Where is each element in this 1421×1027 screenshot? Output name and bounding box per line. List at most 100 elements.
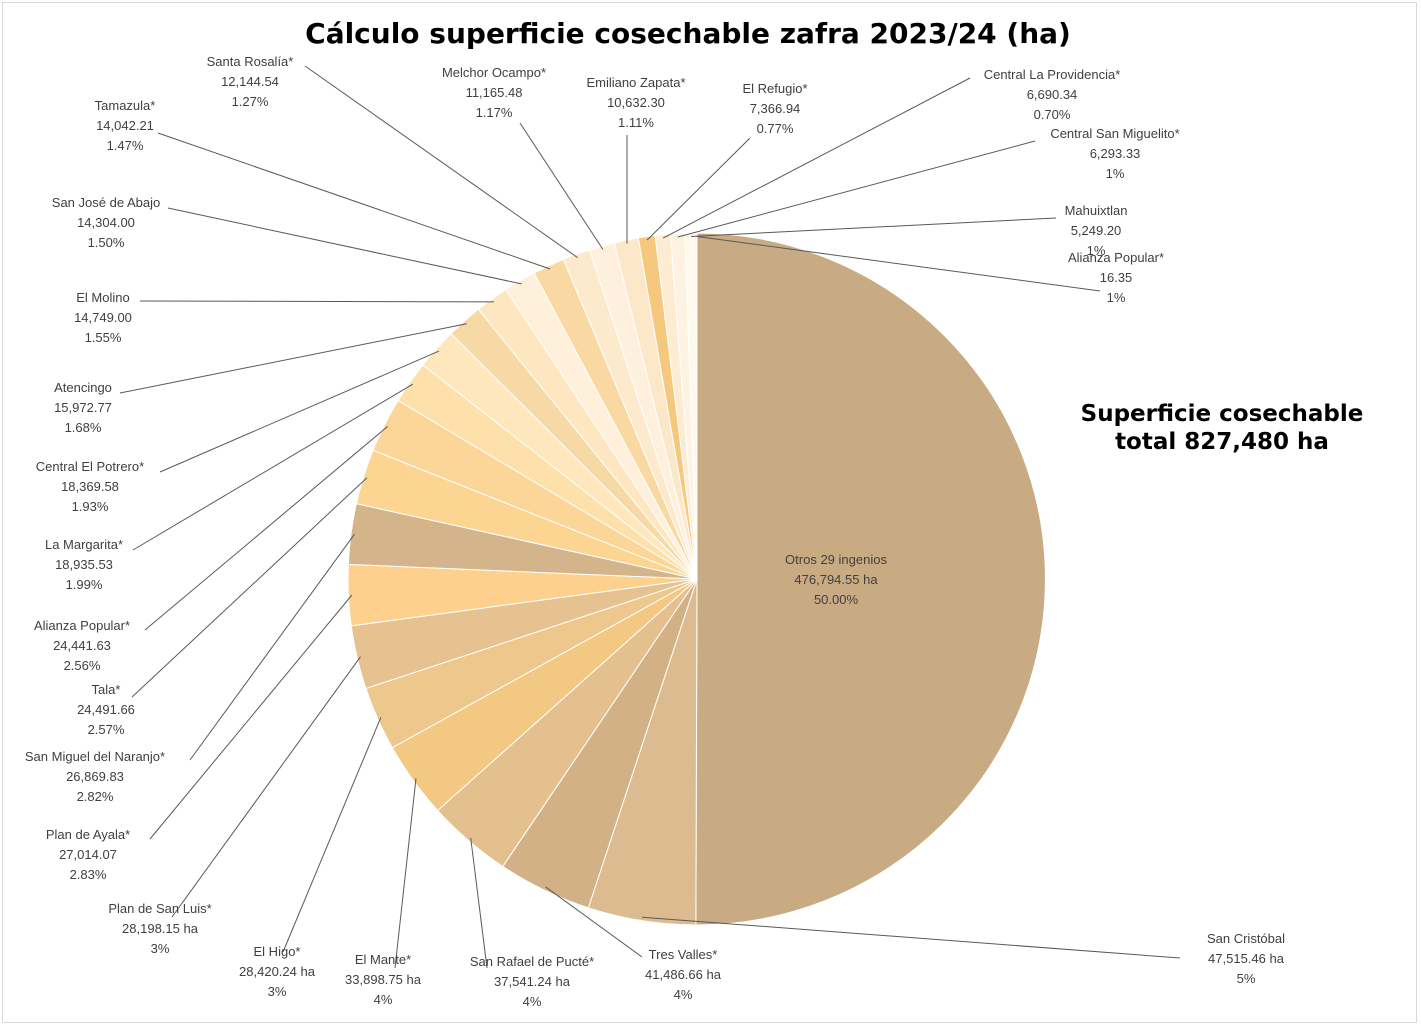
slice-label-alianza-popular-10: Alianza Popular* 24,441.63 2.56% bbox=[34, 618, 130, 673]
slice-pct-text: 1% bbox=[1087, 243, 1106, 258]
slice-label-text: Central El Potrero* bbox=[36, 459, 144, 474]
slice-value-text: 14,304.00 bbox=[77, 215, 135, 230]
slice-value-text: 7,366.94 bbox=[750, 101, 801, 116]
leader-line-mahuixtlan-23 bbox=[690, 217, 1057, 237]
slice-label-text: El Molino bbox=[76, 290, 129, 305]
slice-value-text: 5,249.20 bbox=[1071, 223, 1122, 238]
slice-pct-text: 1.50% bbox=[88, 235, 125, 250]
slice-value-text: 14,042.21 bbox=[96, 118, 154, 133]
slice-label-plan-de-ayala-7: Plan de Ayala* 27,014.07 2.83% bbox=[46, 827, 130, 882]
slice-pct-text: 2.82% bbox=[77, 789, 114, 804]
leader-line-el-molino-14 bbox=[139, 300, 494, 303]
slice-label-el-refugio-20: El Refugio* 7,366.94 0.77% bbox=[742, 81, 807, 136]
slice-label-text: Emiliano Zapata* bbox=[587, 75, 686, 90]
slice-pct-text: 2.57% bbox=[88, 722, 125, 737]
slice-pct-text: 1.93% bbox=[72, 499, 109, 514]
slice-value-text: 28,198.15 ha bbox=[122, 921, 199, 936]
slice-pct-text: 4% bbox=[374, 992, 393, 1007]
slice-label-santa-rosalia-17: Santa Rosalía* 12,144.54 1.27% bbox=[207, 54, 294, 109]
slice-label-san-jose-de-abajo-15: San José de Abajo 14,304.00 1.50% bbox=[52, 195, 160, 250]
slice-pct-text: 1% bbox=[1106, 166, 1125, 181]
total-annotation-line2: total 827,480 ha bbox=[1115, 429, 1329, 455]
slice-pct-text: 1.47% bbox=[107, 138, 144, 153]
leader-lines bbox=[119, 65, 1181, 969]
pie-slices bbox=[347, 232, 1046, 926]
slice-label-central-el-potrero-12: Central El Potrero* 18,369.58 1.93% bbox=[36, 459, 144, 514]
slice-label-la-margarita-11: La Margarita* 18,935.53 1.99% bbox=[45, 537, 123, 592]
leader-line-san-cristobal-1 bbox=[641, 916, 1181, 959]
slice-value-text: 24,491.66 bbox=[77, 702, 135, 717]
slice-label-text: Atencingo bbox=[54, 380, 112, 395]
slice-pct-text: 5% bbox=[1237, 971, 1256, 986]
slice-labels: Otros 29 ingenios 476,794.55 ha 50.00% San … bbox=[25, 54, 1285, 1009]
slice-label-text: Otros 29 ingenios bbox=[785, 552, 887, 567]
slice-label-text: El Mante* bbox=[355, 952, 411, 967]
slice-value-text: 11,165.48 bbox=[466, 85, 523, 100]
slice-value-text: 6,293.33 bbox=[1090, 146, 1141, 161]
slice-label-central-la-providencia-21: Central La Providencia* 6,690.34 0.70% bbox=[984, 67, 1121, 122]
chart-title: Cálculo superficie cosechable zafra 2023… bbox=[305, 17, 1071, 50]
slice-pct-text: 4% bbox=[674, 987, 693, 1002]
slice-pct-text: 0.77% bbox=[757, 121, 794, 136]
leader-line-central-la-providencia-21 bbox=[662, 77, 971, 239]
slice-label-text: El Refugio* bbox=[742, 81, 807, 96]
pie-slice-otros-29-ingenios-0 bbox=[695, 232, 1046, 926]
leader-line-plan-de-san-luis-6 bbox=[171, 656, 361, 918]
slice-value-text: 27,014.07 bbox=[59, 847, 117, 862]
leader-line-central-el-potrero-12 bbox=[159, 350, 440, 473]
slice-label-otros-29-ingenios-0: Otros 29 ingenios 476,794.55 ha 50.00% bbox=[785, 552, 887, 607]
slice-label-text: San Miguel del Naranjo* bbox=[25, 749, 165, 764]
slice-label-atencingo-13: Atencingo 15,972.77 1.68% bbox=[54, 380, 112, 435]
slice-label-text: El Higo* bbox=[254, 944, 301, 959]
slice-label-text: Central La Providencia* bbox=[984, 67, 1121, 82]
leader-line-melchor-ocampo-18 bbox=[519, 122, 604, 250]
slice-label-mahuixtlan-23: Mahuixtlan 5,249.20 1% bbox=[1065, 203, 1128, 258]
slice-value-text: 14,749.00 bbox=[74, 310, 132, 325]
slice-label-tres-valles-2: Tres Valles* 41,486.66 ha 4% bbox=[645, 947, 722, 1002]
slice-label-text: Central San Miguelito* bbox=[1050, 126, 1179, 141]
slice-label-central-san-miguelito-22: Central San Miguelito* 6,293.33 1% bbox=[1050, 126, 1179, 181]
leader-line-alianza-popular-24 bbox=[696, 236, 1101, 292]
slice-label-el-molino-14: El Molino 14,749.00 1.55% bbox=[74, 290, 132, 345]
slice-label-text: Melchor Ocampo* bbox=[442, 65, 546, 80]
leader-line-santa-rosalia-17 bbox=[304, 65, 578, 259]
slice-value-text: 10,632.30 bbox=[607, 95, 665, 110]
slice-value-text: 41,486.66 ha bbox=[645, 967, 722, 982]
leader-line-el-refugio-20 bbox=[646, 137, 751, 241]
slice-label-plan-de-san-luis-6: Plan de San Luis* 28,198.15 ha 3% bbox=[108, 901, 211, 956]
slice-value-text: 16.35 bbox=[1100, 270, 1133, 285]
leader-line-alianza-popular-10 bbox=[144, 426, 389, 631]
slice-value-text: 15,972.77 bbox=[54, 400, 112, 415]
slice-pct-text: 3% bbox=[268, 984, 287, 999]
leader-line-atencingo-13 bbox=[119, 323, 467, 394]
slice-value-text: 12,144.54 bbox=[221, 74, 279, 89]
total-annotation-line1: Superficie cosechable bbox=[1081, 401, 1364, 427]
slice-label-melchor-ocampo-18: Melchor Ocampo* 11,165.48 1.17% bbox=[442, 65, 546, 120]
slice-pct-text: 0.70% bbox=[1034, 107, 1071, 122]
leader-line-tamazula-16 bbox=[157, 132, 551, 270]
slice-pct-text: 2.56% bbox=[64, 658, 101, 673]
slice-label-text: Santa Rosalía* bbox=[207, 54, 294, 69]
slice-value-text: 476,794.55 ha bbox=[794, 572, 878, 587]
slice-label-el-mante-4: El Mante* 33,898.75 ha 4% bbox=[345, 952, 422, 1007]
slice-label-san-miguel-del-naranjo-8: San Miguel del Naranjo* 26,869.83 2.82% bbox=[25, 749, 165, 804]
slice-label-text: Tamazula* bbox=[95, 98, 156, 113]
leader-line-el-mante-4 bbox=[394, 778, 417, 969]
slice-pct-text: 1.27% bbox=[232, 94, 269, 109]
leader-line-central-san-miguelito-22 bbox=[677, 140, 1036, 238]
slice-label-alianza-popular-24: Alianza Popular* 16.35 1% bbox=[1068, 250, 1164, 305]
slice-pct-text: 50.00% bbox=[814, 592, 859, 607]
leader-line-san-rafael-de-pucte-3 bbox=[470, 837, 488, 969]
slice-pct-text: 1.68% bbox=[65, 420, 102, 435]
slice-label-text: San Cristóbal bbox=[1207, 931, 1285, 946]
slice-value-text: 26,869.83 bbox=[66, 769, 124, 784]
slice-label-text: San José de Abajo bbox=[52, 195, 160, 210]
slice-value-text: 18,935.53 bbox=[55, 557, 113, 572]
leader-line-la-margarita-11 bbox=[132, 383, 414, 551]
slice-value-text: 6,690.34 bbox=[1027, 87, 1078, 102]
leader-line-el-higo-5 bbox=[282, 717, 382, 953]
slice-pct-text: 1.55% bbox=[85, 330, 122, 345]
slice-label-san-rafael-de-pucte-3: San Rafael de Pucté* 37,541.24 ha 4% bbox=[470, 954, 594, 1009]
slice-pct-text: 4% bbox=[523, 994, 542, 1009]
slice-label-text: La Margarita* bbox=[45, 537, 123, 552]
